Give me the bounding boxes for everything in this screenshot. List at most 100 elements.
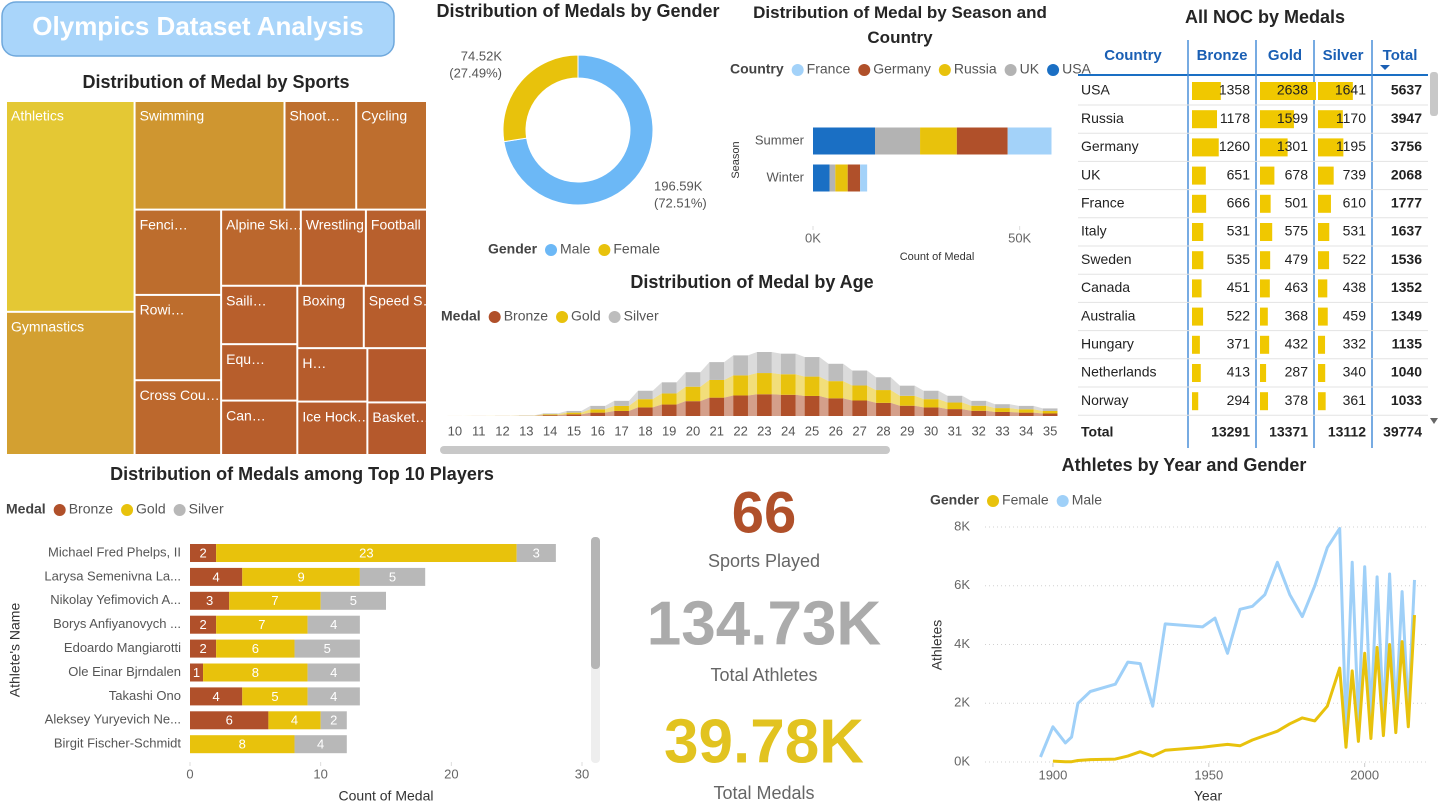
scrollbar[interactable] — [440, 446, 890, 454]
legend-label: Bronze — [504, 308, 549, 324]
data-bar — [1318, 82, 1353, 100]
x-tick-label: 17 — [614, 423, 628, 438]
chart-title: Distribution of Medals among Top 10 Play… — [110, 464, 494, 484]
y-tick-label: Borys Anfiyanovych ... — [53, 616, 181, 631]
column-segment — [804, 357, 820, 377]
table-cell: 666 — [1227, 195, 1251, 211]
y-axis-title: Athletes — [929, 620, 945, 671]
bar-segment — [516, 544, 556, 562]
table-cell: 535 — [1227, 251, 1251, 267]
table-cell: 459 — [1343, 307, 1367, 323]
column-segment — [852, 400, 868, 416]
chart-title: Distribution of Medal by Age — [630, 272, 873, 292]
season-title-box: Distribution of Medal by Season and Coun… — [753, 3, 1047, 47]
table-cell: 1637 — [1391, 223, 1422, 239]
ribbon — [557, 414, 567, 416]
treemap-tile — [357, 102, 426, 209]
bar-segment — [242, 567, 360, 586]
x-tick-label: 18 — [638, 423, 652, 438]
ribbon — [557, 410, 567, 415]
data-label: 8 — [252, 665, 259, 680]
y-tick-label: Ole Einar Bjrndalen — [68, 664, 181, 679]
treemap-label: Rowi… — [140, 302, 185, 318]
data-label: 4 — [317, 737, 324, 752]
ribbon — [795, 353, 805, 377]
scrollbar[interactable] — [1430, 72, 1438, 116]
table-cell: 332 — [1343, 336, 1367, 352]
ribbon — [938, 399, 948, 410]
ribbon — [652, 382, 662, 400]
card-value: 134.73K — [647, 589, 882, 658]
y-axis-title: Athlete's Name — [7, 603, 23, 698]
x-tick-label: 25 — [805, 423, 819, 438]
sort-arrow — [1380, 65, 1390, 70]
x-tick-label: 27 — [852, 423, 866, 438]
dashboard-title: Olympics Dataset Analysis — [32, 11, 363, 41]
treemap-tile — [301, 210, 365, 285]
column-header: Silver — [1323, 47, 1364, 64]
data-label: 196.59K — [654, 178, 703, 193]
column-segment — [709, 362, 725, 380]
column-segment — [828, 363, 844, 382]
legend-marker — [1047, 64, 1060, 76]
column-segment — [757, 352, 772, 374]
table-cell: Hungary — [1081, 336, 1134, 352]
bar-segment — [190, 615, 217, 634]
ribbon — [581, 405, 591, 413]
treemap-tile — [298, 286, 363, 348]
column-segment — [709, 379, 725, 398]
treemap-tile — [135, 381, 221, 454]
treemap-tile — [222, 401, 297, 454]
treemap-label: Athletics — [11, 108, 64, 124]
column-segment — [899, 385, 915, 396]
treemap-label: Fenci… — [140, 216, 188, 232]
column-segment — [733, 375, 748, 396]
column-segment — [733, 355, 748, 376]
treemap-label: Swimming — [140, 108, 205, 124]
column-segment — [614, 400, 629, 406]
data-bar — [1260, 166, 1275, 185]
legend-marker — [488, 311, 501, 323]
ribbon — [914, 385, 924, 400]
data-bar — [1260, 82, 1316, 100]
scroll-arrow[interactable] — [1430, 418, 1438, 424]
bar-segment — [190, 687, 243, 706]
table-cell: 371 — [1227, 336, 1251, 352]
treemap-tile — [135, 210, 221, 294]
y-tick-label: 4K — [954, 636, 970, 651]
treemap-tile — [298, 349, 367, 401]
data-bar — [1192, 392, 1199, 411]
data-bar — [1260, 364, 1267, 382]
ribbon — [914, 405, 924, 416]
x-tick-label: 1950 — [1194, 767, 1223, 782]
bar-segment — [216, 639, 295, 658]
table-cell: 5637 — [1391, 82, 1422, 98]
ribbon — [724, 355, 734, 380]
legend-label: Male — [1072, 492, 1103, 508]
bar-segment — [216, 544, 517, 562]
table-cell: Germany — [1081, 138, 1139, 154]
table-cell: 1040 — [1391, 364, 1422, 380]
bar-segment — [307, 687, 360, 706]
data-bar — [1192, 307, 1204, 326]
ribbon — [986, 405, 996, 412]
table-cell: 1599 — [1277, 110, 1308, 126]
column-segment — [1018, 405, 1034, 410]
y-tick-label: Takashi Ono — [109, 688, 181, 703]
x-tick-label: 13 — [519, 423, 533, 438]
column-segment — [637, 399, 653, 408]
data-bar — [1192, 251, 1204, 270]
ribbon — [867, 385, 877, 403]
ribbon — [628, 399, 638, 411]
data-bar — [1260, 392, 1269, 411]
table-cell: Italy — [1081, 223, 1107, 239]
data-label: 2 — [330, 713, 337, 728]
scrollbar[interactable] — [591, 537, 600, 669]
x-tick-label: 19 — [662, 423, 676, 438]
table-cell: 294 — [1227, 392, 1251, 408]
x-tick-label: 31 — [948, 423, 962, 438]
data-bar — [1192, 194, 1207, 213]
column-segment — [876, 390, 891, 403]
column-segment — [566, 414, 582, 416]
